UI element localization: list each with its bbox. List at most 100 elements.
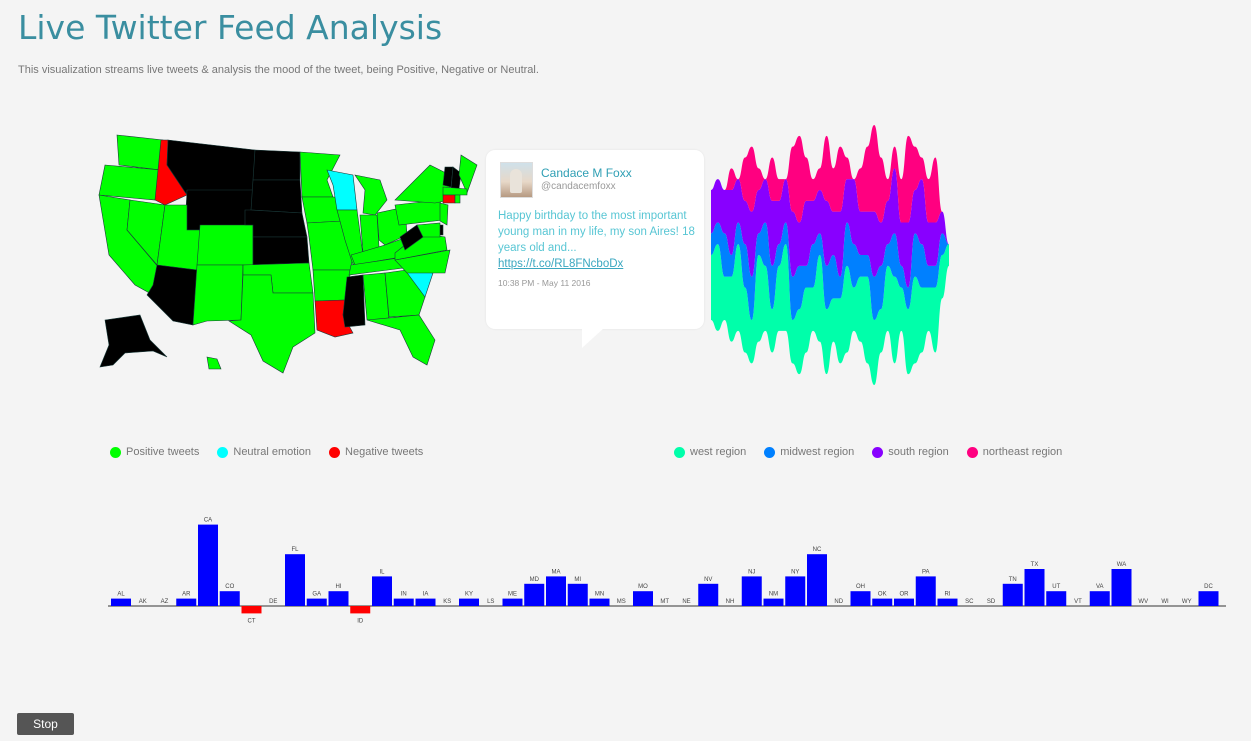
map-state-nc[interactable] [394, 249, 451, 274]
map-state-ct[interactable] [442, 194, 456, 204]
map-state-md[interactable] [416, 222, 441, 238]
bar-label-co: CO [225, 584, 234, 590]
bar-label-de: DE [269, 599, 277, 605]
bar-label-me: ME [508, 592, 517, 598]
legend-swatch [966, 446, 978, 458]
bar-tx[interactable] [1024, 569, 1045, 606]
map-state-wy[interactable] [184, 189, 254, 231]
bar-co[interactable] [219, 591, 240, 606]
map-state-nm[interactable] [192, 264, 244, 326]
bar-nv[interactable] [698, 583, 719, 606]
bar-fl[interactable] [285, 554, 305, 606]
bar-label-wa: WA [1117, 562, 1126, 568]
bar-ok[interactable] [872, 598, 893, 606]
bar-me[interactable] [502, 598, 523, 606]
bar-mo[interactable] [633, 591, 653, 606]
legend-swatch [674, 446, 685, 458]
bar-ct[interactable] [241, 606, 262, 614]
bar-va[interactable] [1089, 591, 1110, 606]
tweet-timestamp: 10:38 PM - May 11 2016 [498, 278, 591, 288]
bar-ia[interactable] [415, 598, 436, 606]
map-state-me[interactable] [458, 154, 478, 194]
bar-al[interactable] [111, 598, 131, 606]
tweet-author-handle: @candacemfoxx [541, 181, 616, 192]
bar-hi[interactable] [328, 591, 349, 606]
bar-label-ct: CT [248, 618, 256, 624]
bar-ri[interactable] [937, 598, 958, 606]
bar-md[interactable] [524, 583, 545, 606]
stop-button[interactable]: Stop [17, 713, 74, 735]
legend-label: west region [690, 446, 747, 458]
map-state-or[interactable] [98, 164, 162, 201]
bar-label-mt: MT [660, 599, 669, 605]
bar-label-nc: NC [813, 547, 822, 553]
stream-series-west-region [711, 244, 949, 385]
map-state-mn[interactable] [299, 151, 341, 198]
tweet-author-name[interactable]: Candace M Foxx [541, 166, 632, 180]
tweet-card: Candace M Foxx @candacemfoxx Happy birth… [486, 150, 704, 329]
map-state-nj[interactable] [439, 202, 449, 226]
map-state-ne[interactable] [244, 209, 308, 238]
map-state-pa[interactable] [394, 199, 444, 226]
map-state-hi[interactable] [206, 356, 222, 370]
bar-ma[interactable] [546, 576, 566, 606]
bar-ny[interactable] [785, 576, 806, 606]
map-state-ga[interactable] [384, 269, 426, 318]
bar-label-nm: NM [769, 592, 778, 598]
map-state-nd[interactable] [252, 149, 301, 181]
map-state-co[interactable] [196, 224, 254, 266]
region-legend: west region midwest region south region nor… [674, 446, 1080, 458]
region-legend-item: west region [674, 446, 746, 458]
bar-label-fl: FL [291, 547, 299, 553]
state-bar-chart: AL AK AZ AR CA CO CT DE FL GA HI ID IL IN IA KS KY LS ME MD… [108, 518, 1226, 624]
bar-il[interactable] [372, 576, 392, 606]
bar-nm[interactable] [763, 598, 784, 606]
bar-nc[interactable] [807, 554, 827, 606]
legend-label: south region [888, 446, 949, 458]
bar-mi[interactable] [567, 583, 588, 606]
map-state-ma[interactable] [442, 186, 468, 196]
map-state-mi[interactable] [354, 174, 388, 216]
map-state-ak[interactable] [99, 314, 168, 368]
bar-ky[interactable] [459, 598, 479, 606]
region-legend-item: south region [872, 446, 949, 458]
tweet-body: Happy birthday to the most important you… [498, 210, 695, 254]
legend-label: Negative tweets [345, 446, 424, 458]
map-state-ms[interactable] [342, 274, 366, 328]
mood-legend-item: Neutral emotion [217, 446, 311, 458]
bar-mn[interactable] [589, 598, 610, 606]
map-state-wa[interactable] [116, 134, 164, 171]
map-state-sd[interactable] [250, 179, 303, 214]
map-state-ny[interactable] [394, 164, 451, 204]
bar-oh[interactable] [850, 591, 871, 606]
bar-ut[interactable] [1046, 591, 1067, 606]
bar-label-ia: IA [423, 592, 429, 598]
bar-pa[interactable] [915, 576, 936, 606]
bar-in[interactable] [393, 598, 414, 606]
bar-label-al: AL [117, 592, 125, 598]
tweet-link[interactable]: https://t.co/RL8FNcboDx [498, 258, 624, 270]
bar-label-ls: LS [487, 599, 494, 605]
bar-ar[interactable] [176, 598, 197, 606]
map-state-ks[interactable] [252, 236, 310, 266]
map-state-ri[interactable] [454, 194, 461, 204]
bar-label-il: IL [379, 569, 385, 575]
map-state-fl[interactable] [366, 314, 436, 366]
bar-ga[interactable] [306, 598, 327, 606]
bar-wa[interactable] [1111, 569, 1132, 606]
bar-or[interactable] [894, 598, 914, 606]
bar-label-ny: NY [791, 569, 799, 575]
bar-label-ut: UT [1052, 584, 1060, 590]
tweet-card-tail [582, 328, 604, 348]
bar-dc[interactable] [1198, 591, 1219, 606]
map-state-tx[interactable] [228, 274, 316, 374]
bar-ca[interactable] [198, 524, 218, 606]
map-state-al[interactable] [362, 272, 390, 321]
us-mood-map [98, 134, 478, 374]
bar-nj[interactable] [741, 576, 762, 606]
bar-tn[interactable] [1002, 583, 1023, 606]
bar-id[interactable] [350, 606, 371, 614]
bar-label-ma: MA [552, 569, 561, 575]
bar-label-vt: VT [1074, 599, 1082, 605]
legend-swatch [217, 446, 229, 458]
